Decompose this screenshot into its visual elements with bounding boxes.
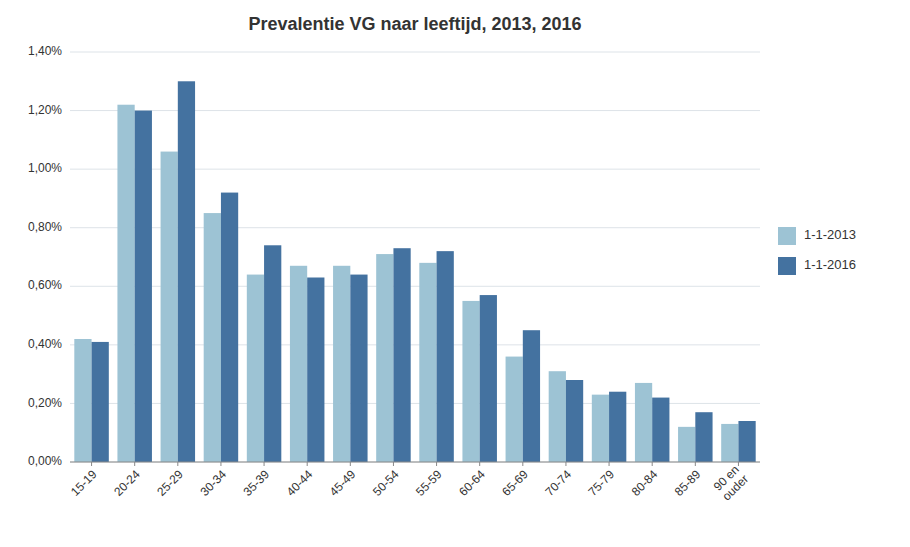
x-tick [350,462,351,466]
x-tick [479,462,480,466]
x-tick-label: 90 enouder [710,463,751,504]
x-tick-label: 15-19 [68,467,100,499]
legend: 1-1-2013 1-1-2016 [778,227,856,275]
bar [178,81,195,462]
bar [135,111,152,462]
bar [264,245,281,462]
legend-label: 1-1-2013 [804,227,856,242]
x-tick [738,462,739,466]
bar [307,278,324,463]
bar [333,266,350,462]
y-tick-label: 0,40% [28,337,62,351]
x-tick [264,462,265,466]
y-tick-label: 1,20% [28,103,62,117]
bar [221,193,238,462]
x-axis-line [70,462,760,463]
bar [74,339,91,462]
chart: Prevalentie VG naar leeftijd, 2013, 2016… [0,0,910,547]
y-tick-label: 0,60% [28,278,62,292]
bar [92,342,109,462]
x-tick-label: 80-84 [629,467,661,499]
y-tick-label: 0,80% [28,220,62,234]
y-tick-label: 1,00% [28,161,62,175]
bar [247,275,264,462]
grid-line [70,110,760,111]
bar [721,424,738,462]
bar [290,266,307,462]
bar [635,383,652,462]
bar [592,395,609,462]
x-tick-label: 20-24 [111,467,143,499]
x-tick [307,462,308,466]
bar [609,392,626,462]
x-tick-label: 45-49 [327,467,359,499]
x-tick-label: 40-44 [284,467,316,499]
bar [695,412,712,462]
legend-label: 1-1-2016 [804,257,856,272]
x-tick [393,462,394,466]
bar [437,251,454,462]
bar [350,275,367,462]
x-tick-label: 65-69 [499,467,531,499]
bar [549,371,566,462]
legend-swatch [778,257,796,275]
bar [419,263,436,462]
bar [678,427,695,462]
y-tick-label: 0,00% [28,454,62,468]
x-tick [522,462,523,466]
x-tick [220,462,221,466]
x-tick [565,462,566,466]
x-tick [609,462,610,466]
x-tick [652,462,653,466]
bar [652,398,669,462]
bar [161,152,178,462]
bars [74,81,755,462]
x-tick [695,462,696,466]
chart-container: Prevalentie VG naar leeftijd, 2013, 2016… [0,0,910,547]
bar [204,213,221,462]
y-tick-label: 1,40% [28,44,62,58]
x-tick [436,462,437,466]
y-tick-label: 0,20% [28,396,62,410]
bar [117,105,134,462]
legend-swatch [778,227,796,245]
bar [566,380,583,462]
bar [376,254,393,462]
grid-line [70,52,760,53]
x-tick [134,462,135,466]
x-tick-label: 85-89 [672,467,704,499]
bar [506,357,523,462]
x-tick-label: 75-79 [586,467,618,499]
x-tick-label: 30-34 [197,467,229,499]
bar [462,301,479,462]
x-tick-label: 25-29 [154,467,186,499]
grid [70,52,760,462]
bar [480,295,497,462]
bar [523,330,540,462]
x-tick-label: 35-39 [241,467,273,499]
bar [393,248,410,462]
x-tick-label: 55-59 [413,467,445,499]
x-tick [91,462,92,466]
x-tick-label: 60-64 [456,467,488,499]
grid-line [70,462,760,463]
x-tick [177,462,178,466]
title: Prevalentie VG naar leeftijd, 2013, 2016 [248,14,581,34]
x-tick-label: 70-74 [542,467,574,499]
x-tick-label: 50-54 [370,467,402,499]
bar [738,421,755,462]
